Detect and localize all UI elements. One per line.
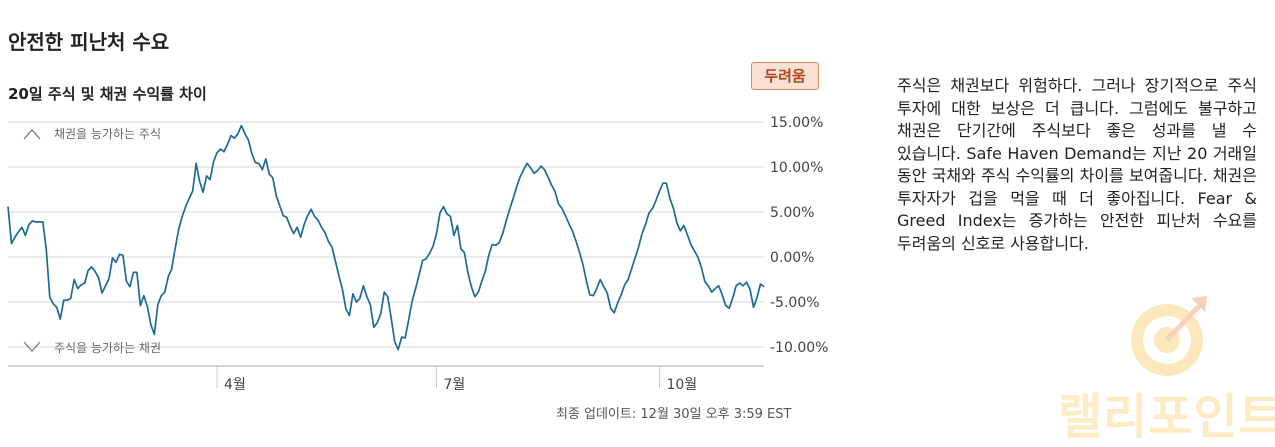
chart-subtitle: 20일 주식 및 채권 수익률 차이: [8, 85, 207, 103]
down-arrow-icon: [23, 341, 41, 352]
y-tick-label: -10.00%: [770, 340, 828, 356]
last-updated: 최종 업데이트: 12월 30일 오후 3:59 EST: [556, 407, 792, 422]
y-tick-label: 0.00%: [770, 250, 814, 266]
x-tick-label: 10월: [666, 377, 697, 393]
y-tick-label: -5.00%: [770, 295, 820, 311]
watermark-text: 랠리포인트: [1058, 389, 1275, 445]
y-tick-label: 10.00%: [770, 160, 823, 176]
description-text: 주식은 채권보다 위험하다. 그러나 장기적으로 주식 투자에 대한 보상은 더…: [897, 76, 1257, 253]
x-tick-label: 7월: [444, 377, 466, 393]
series-line: [7, 124, 765, 351]
y-tick-label: 5.00%: [770, 205, 814, 221]
annotation-bonds-outperform: 주식을 능가하는 채권: [54, 341, 161, 355]
y-tick-label: 15.00%: [770, 115, 823, 131]
safe-haven-chart: 15.00% 10.00% 5.00% 0.00% -5.00% -10.00% 채권을 …: [7, 115, 828, 393]
x-axis-labels: 4월 7월 10월: [216, 366, 697, 393]
annotation-stocks-outperform: 채권을 능가하는 주식: [54, 127, 161, 141]
target-logo-icon: [1131, 296, 1207, 376]
y-axis-labels: 15.00% 10.00% 5.00% 0.00% -5.00% -10.00%: [770, 115, 828, 356]
fear-badge: 두려움: [751, 62, 819, 90]
chart-gridlines: [8, 121, 764, 348]
section-title: 안전한 피난처 수요: [8, 30, 170, 54]
x-tick-label: 4월: [224, 377, 246, 393]
chart-annotations: 채권을 능가하는 주식 주식을 능가하는 채권: [23, 127, 161, 355]
up-arrow-icon: [23, 129, 41, 140]
